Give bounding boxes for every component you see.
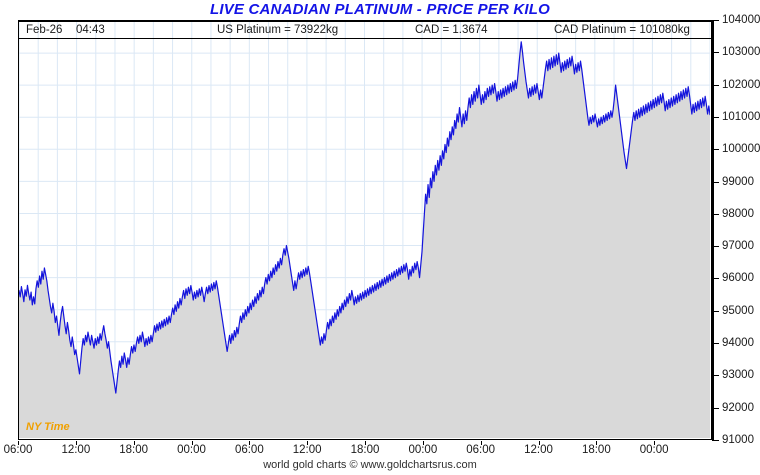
x-axis-label: 12:00 [61,444,91,456]
x-axis-tick [654,441,656,445]
timezone-label: NY Time [26,421,70,433]
price-area-fill [19,41,710,438]
x-axis-tick [18,441,19,445]
y-axis-tick [712,84,719,86]
y-axis-tick [712,52,719,54]
y-axis-label: 96000 [722,272,754,285]
y-axis-label: 99000 [722,175,754,188]
info-cad-platinum: CAD Platinum = 101080kg [554,24,690,36]
x-axis-tick [538,441,540,445]
info-date: Feb-26 [26,24,63,36]
x-axis-label: 18:00 [581,444,611,456]
x-axis-tick [191,441,193,445]
x-axis-label: 00:00 [639,444,669,456]
y-axis-label: 95000 [722,304,754,317]
y-axis-tick [712,343,719,345]
x-axis-tick [365,441,366,445]
x-axis-label: 18:00 [350,444,380,456]
x-axis-tick [422,441,424,445]
x-axis-label: 06:00 [234,444,264,456]
info-time: 04:43 [76,24,105,36]
info-cad-rate: CAD = 1.3674 [415,24,488,36]
plot-area [18,20,712,440]
y-axis-tick [712,246,719,248]
x-axis-label: 00:00 [408,444,438,456]
info-bar: Feb-26 04:43 US Platinum = 73922kg CAD =… [18,21,712,39]
y-axis-tick [712,440,719,441]
y-axis-tick [712,407,719,409]
y-axis-label: 94000 [722,337,754,350]
y-axis-label: 101000 [722,110,760,123]
x-axis-tick [133,441,135,445]
y-axis-tick [712,310,719,312]
y-axis-tick [712,149,719,151]
y-axis-tick [712,278,719,280]
y-axis-label: 93000 [722,369,754,382]
info-us-platinum: US Platinum = 73922kg [217,24,339,36]
x-axis-label: 12:00 [292,444,322,456]
x-axis-tick [249,441,251,445]
y-axis-tick [712,20,719,21]
y-axis-tick [712,181,719,183]
y-axis-label: 98000 [722,207,754,220]
x-axis-label: 06:00 [3,444,33,456]
y-axis-line [712,20,714,441]
x-axis-tick [75,441,77,445]
y-axis-label: 103000 [722,46,760,59]
y-axis-label: 104000 [722,14,760,26]
price-area-chart-svg [19,21,710,438]
x-axis-tick [480,441,482,445]
y-axis-label: 92000 [722,401,754,414]
price-line [19,41,710,394]
y-axis-tick [712,116,719,118]
y-axis-label: 102000 [722,78,760,91]
x-axis-label: 06:00 [466,444,496,456]
y-axis-label: 91000 [722,434,754,446]
x-axis-label: 18:00 [119,444,149,456]
footer-credit: world gold charts © www.goldchartsrus.co… [263,459,477,471]
y-axis-label: 97000 [722,240,754,253]
x-axis-label: 12:00 [524,444,553,456]
page-title: LIVE CANADIAN PLATINUM - PRICE PER KILO [209,1,551,18]
x-axis-label: 00:00 [177,444,206,456]
x-axis-tick [307,441,309,445]
y-axis-tick [712,213,719,215]
x-axis-tick [596,441,598,445]
y-axis-label: 100000 [722,143,760,156]
y-axis-tick [712,375,719,377]
